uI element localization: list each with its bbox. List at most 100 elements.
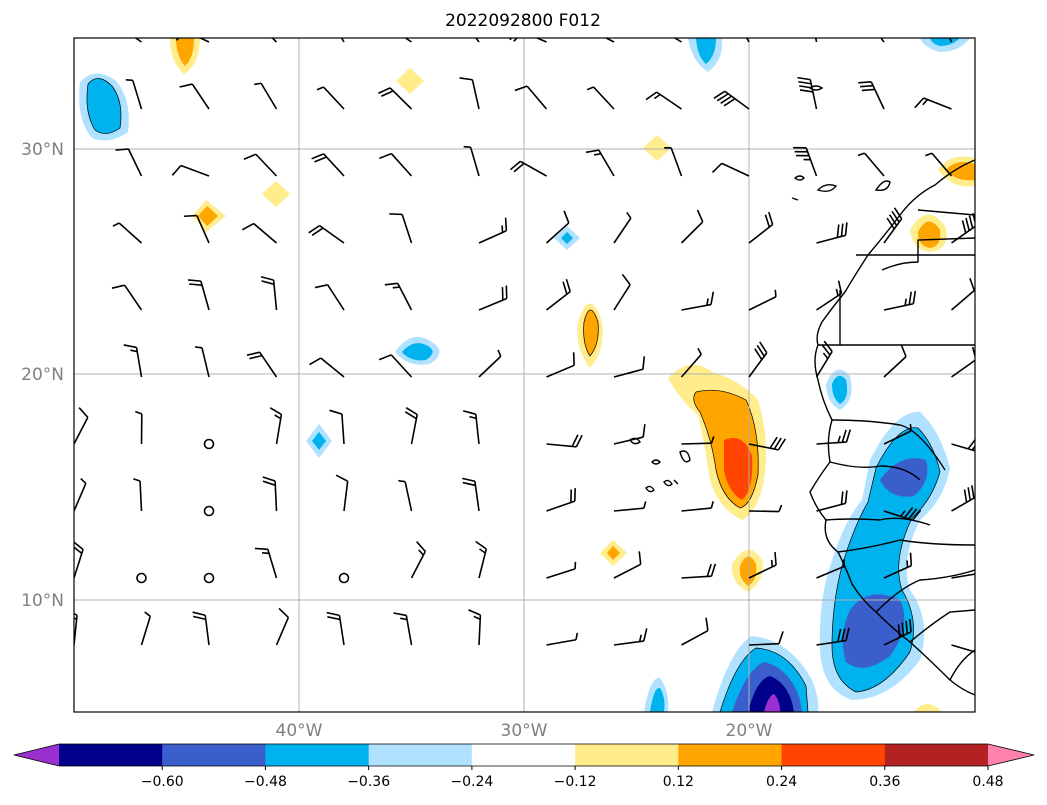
- barb-staff: [478, 614, 482, 646]
- barb-staff: [951, 496, 975, 512]
- barb-staff: [883, 631, 912, 646]
- barb-staff: [673, 38, 682, 43]
- wind-barb: [816, 627, 850, 646]
- barb-flag: [696, 209, 704, 223]
- barb-flag: [840, 223, 844, 237]
- barb-staff: [390, 153, 413, 177]
- barb-staff: [478, 297, 508, 311]
- barb-flag: [262, 476, 276, 482]
- barb-flag: [571, 434, 579, 447]
- barb-staff: [748, 352, 768, 378]
- barb-flag: [194, 346, 203, 349]
- barb-flag: [106, 25, 117, 32]
- barb-flag: [899, 510, 906, 517]
- barb-flag: [837, 280, 843, 294]
- wind-barb: [613, 211, 632, 244]
- wind-barb: [314, 284, 345, 311]
- barb-flag: [462, 481, 476, 487]
- wind-barb: [393, 612, 413, 646]
- barb-flag: [42, 19, 54, 23]
- barb-flag: [729, 20, 736, 21]
- colorbar: −0.60 −0.48 −0.36 −0.24 −0.12 0.12 0.24 0.36 0.4…: [13, 743, 1035, 790]
- barb-staff: [546, 290, 571, 311]
- barb-flag: [844, 490, 848, 504]
- wind-barb: [664, 146, 683, 177]
- barb-flag: [968, 215, 974, 229]
- barb-flag: [980, 442, 988, 452]
- barb-flag: [971, 445, 975, 451]
- wind-barb: [462, 477, 480, 512]
- wind-barb: [951, 573, 975, 579]
- barb-flag: [192, 611, 206, 617]
- barb-staff: [320, 357, 345, 378]
- colorbar-segment: [59, 744, 163, 766]
- barb-flag: [504, 217, 508, 231]
- barb-staff: [74, 108, 75, 109]
- wind-barb: [463, 145, 480, 177]
- barb-staff: [721, 162, 750, 177]
- barb-flag: [74, 617, 77, 621]
- barb-flag: [45, 285, 58, 288]
- barb-staff: [322, 86, 345, 110]
- barb-staff: [275, 414, 283, 445]
- colorbar-segment: [162, 744, 266, 766]
- wind-barb: [269, 407, 283, 445]
- barb-flag: [400, 617, 408, 621]
- barb-staff: [258, 351, 278, 378]
- barb-staff: [323, 153, 345, 177]
- wind-barb: [883, 618, 912, 646]
- barb-flag: [857, 152, 865, 157]
- barb-staff: [680, 353, 702, 378]
- colorbar-tick-label: −0.60: [141, 774, 184, 790]
- barb-flag: [74, 546, 83, 555]
- wind-barb: [203, 572, 215, 584]
- barb-flag: [710, 501, 714, 509]
- barb-flag: [710, 563, 717, 577]
- wind-barb: [183, 214, 210, 244]
- barb-staff: [883, 302, 914, 311]
- barb-staff: [74, 40, 75, 42]
- wind-barb: [275, 607, 290, 646]
- wind-barb: [404, 38, 412, 43]
- barb-flag: [799, 85, 813, 89]
- barb-flag: [50, 358, 56, 361]
- barb-staff: [748, 642, 780, 646]
- barb-flag: [509, 160, 521, 171]
- barb-staff: [474, 481, 480, 512]
- barb-flag: [720, 95, 733, 104]
- barb-flag: [246, 351, 260, 356]
- barb-staff: [272, 280, 278, 311]
- barb-flag: [80, 477, 87, 485]
- wind-barb: [46, 98, 75, 109]
- wind-barbs: [42, 19, 988, 653]
- barb-flag: [393, 612, 407, 617]
- barb-staff: [474, 414, 480, 445]
- barb-flag: [48, 288, 61, 291]
- wind-barb: [379, 152, 413, 177]
- wind-barb: [478, 285, 508, 311]
- shaded-contours: [79, 38, 975, 712]
- barb-flag: [705, 617, 709, 631]
- barb-flag: [123, 344, 137, 349]
- barb-staff: [863, 152, 885, 177]
- barb-flag: [175, 38, 180, 41]
- barb-flag: [46, 98, 51, 103]
- barb-staff: [478, 355, 502, 378]
- barb-staff: [274, 480, 278, 512]
- barb-flag: [563, 210, 570, 224]
- barb-flag: [769, 436, 778, 449]
- barb-staff: [74, 416, 89, 445]
- barb-flag: [845, 627, 850, 641]
- wind-barb: [262, 476, 278, 512]
- barb-flag: [261, 280, 275, 286]
- barb-flag: [475, 540, 487, 550]
- wind-barb: [883, 507, 922, 522]
- barb-staff: [74, 175, 75, 176]
- barb-flag: [912, 290, 917, 304]
- barb-flag: [418, 549, 424, 556]
- barb-flag: [378, 87, 391, 95]
- barb-flag: [643, 501, 647, 509]
- barb-staff: [535, 38, 547, 43]
- lat-label-30n: 30°N: [21, 140, 64, 160]
- wind-barb: [192, 611, 210, 646]
